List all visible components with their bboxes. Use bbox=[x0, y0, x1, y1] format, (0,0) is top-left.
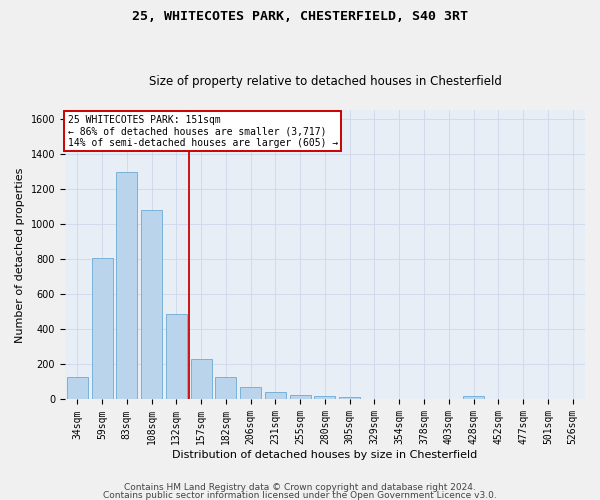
Bar bbox=[116, 172, 137, 400]
Text: 25 WHITECOTES PARK: 151sqm
← 86% of detached houses are smaller (3,717)
14% of s: 25 WHITECOTES PARK: 151sqm ← 86% of deta… bbox=[68, 115, 338, 148]
Bar bbox=[141, 210, 162, 400]
Bar bbox=[339, 397, 360, 400]
Text: Contains HM Land Registry data © Crown copyright and database right 2024.: Contains HM Land Registry data © Crown c… bbox=[124, 483, 476, 492]
Bar bbox=[191, 359, 212, 400]
Bar bbox=[166, 314, 187, 400]
Bar bbox=[463, 396, 484, 400]
Bar bbox=[265, 392, 286, 400]
Bar bbox=[290, 395, 311, 400]
Bar bbox=[314, 396, 335, 400]
Bar bbox=[240, 387, 261, 400]
Bar bbox=[67, 376, 88, 400]
Bar bbox=[92, 258, 113, 400]
Bar bbox=[364, 399, 385, 400]
Text: Contains public sector information licensed under the Open Government Licence v3: Contains public sector information licen… bbox=[103, 490, 497, 500]
Bar bbox=[215, 376, 236, 400]
Text: 25, WHITECOTES PARK, CHESTERFIELD, S40 3RT: 25, WHITECOTES PARK, CHESTERFIELD, S40 3… bbox=[132, 10, 468, 23]
Y-axis label: Number of detached properties: Number of detached properties bbox=[15, 168, 25, 342]
Title: Size of property relative to detached houses in Chesterfield: Size of property relative to detached ho… bbox=[149, 76, 502, 88]
X-axis label: Distribution of detached houses by size in Chesterfield: Distribution of detached houses by size … bbox=[172, 450, 478, 460]
